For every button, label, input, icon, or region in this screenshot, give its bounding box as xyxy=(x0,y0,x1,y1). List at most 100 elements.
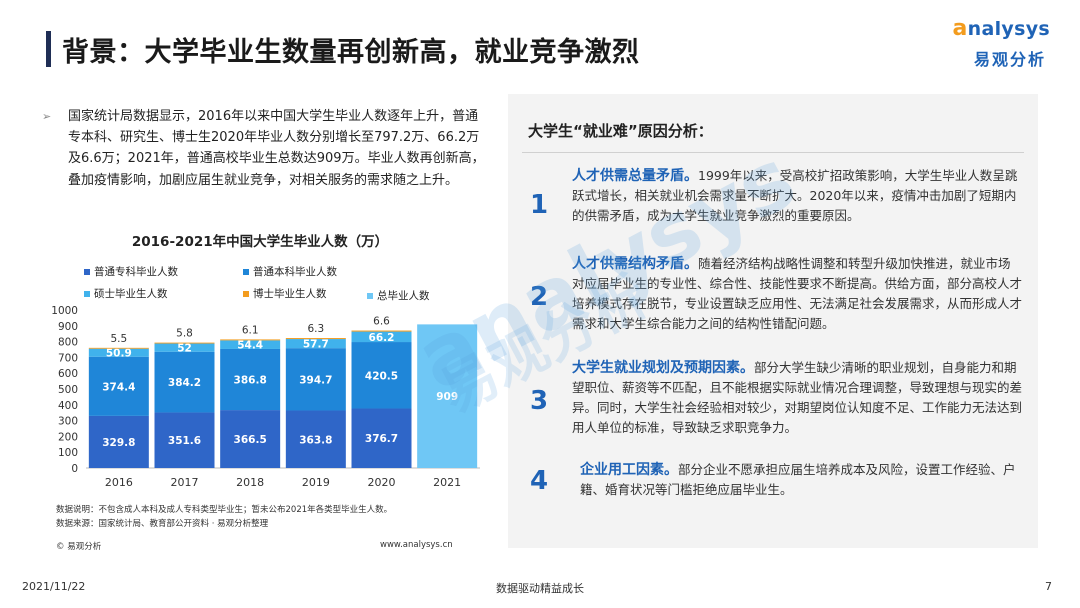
legend-item-master: 硕士毕业生人数 xyxy=(84,286,168,301)
bar-segment xyxy=(220,340,281,349)
legend-label: 普通专科毕业人数 xyxy=(94,266,178,278)
data-label: 54.4 xyxy=(237,340,263,352)
reason-heading: 企业用工因素。 xyxy=(580,462,678,478)
bar-segment xyxy=(88,347,149,349)
data-label: 329.8 xyxy=(102,437,135,449)
bar-segment xyxy=(351,408,412,468)
title-accent-bar xyxy=(46,31,51,67)
bar-segment xyxy=(154,351,215,413)
bar-segment xyxy=(154,343,215,352)
bar-segment xyxy=(154,342,215,344)
logo-wordmark: analysys xyxy=(952,16,1050,41)
reason-body: 部分大学生缺少清晰的职业规划，自身能力和期望职位、薪资等不匹配，且不能根据实际就… xyxy=(572,360,1023,435)
chart-legend: 普通专科毕业人数 普通本科毕业人数 硕士毕业生人数 博士毕业生人数 总毕业人数 xyxy=(80,264,480,304)
bar-segment xyxy=(285,339,346,349)
data-label: 374.4 xyxy=(102,381,135,393)
bar-segment xyxy=(417,324,478,468)
reason-text: 大学生就业规划及预期因素。部分大学生缺少清晰的职业规划，自身能力和期望职位、薪资… xyxy=(572,358,1022,438)
x-tick-label: 2019 xyxy=(302,476,330,489)
graduates-bar-chart: 0 100 200 300 400 500 600 700 800 900 1000 329.8 374… xyxy=(51,305,480,489)
legend-swatch xyxy=(84,290,90,297)
footer-date: 2021/11/22 xyxy=(22,580,86,593)
legend-swatch xyxy=(367,292,373,299)
y-tick-label: 100 xyxy=(58,447,78,459)
y-tick-label: 600 xyxy=(58,368,78,380)
y-tick-label: 1000 xyxy=(51,305,78,317)
bar-segment xyxy=(351,342,412,409)
data-label: 420.5 xyxy=(365,370,398,382)
x-tick-label: 2016 xyxy=(105,476,133,489)
data-label: 52 xyxy=(177,343,192,355)
reason-number: 1 xyxy=(530,190,549,220)
y-tick-label: 400 xyxy=(58,400,78,412)
bar-segment xyxy=(220,410,281,468)
data-label: 5.8 xyxy=(176,328,193,340)
reasons-panel: 大学生“就业难”原因分析： 1 人才供需总量矛盾。1999年以来，受高校扩招政策… xyxy=(508,94,1038,548)
bar-segment xyxy=(285,338,346,340)
page-title: 背景：大学毕业生数量再创新高，就业竞争激烈 xyxy=(62,37,640,68)
legend-swatch xyxy=(84,268,90,275)
bar-segment xyxy=(220,339,281,341)
legend-item-specialty: 普通专科毕业人数 xyxy=(84,264,178,279)
data-label: 5.5 xyxy=(110,333,127,345)
reason-text: 企业用工因素。部分企业不愿承担应届生培养成本及风险，设置工作经验、户籍、婚育状况… xyxy=(580,460,1020,500)
legend-label: 硕士毕业生人数 xyxy=(94,288,168,300)
legend-item-bachelor: 普通本科毕业人数 xyxy=(243,264,337,279)
data-label: 6.3 xyxy=(307,323,324,335)
reason-body: 部分企业不愿承担应届生培养成本及风险，设置工作经验、户籍、婚育状况等门槛拒绝应届… xyxy=(580,462,1016,497)
x-tick-label: 2020 xyxy=(368,476,396,489)
bar-segment xyxy=(351,330,412,332)
legend-label: 博士毕业生人数 xyxy=(253,288,327,300)
bar-segment xyxy=(88,415,149,468)
y-tick-label: 500 xyxy=(58,384,78,396)
data-label: 376.7 xyxy=(365,433,398,445)
intro-text: 国家统计局数据显示，2016年以来中国大学生毕业人数逐年上升，普通专本科、研究生… xyxy=(68,109,485,188)
legend-label: 普通本科毕业人数 xyxy=(253,266,337,278)
reasons-divider xyxy=(522,152,1024,153)
y-tick-label: 300 xyxy=(58,416,78,428)
reason-number: 3 xyxy=(530,386,549,416)
data-label: 384.2 xyxy=(168,377,201,389)
reason-number: 2 xyxy=(530,282,549,312)
data-source: 数据来源：国家统计局、教育部公开资料 · 易观分析整理 xyxy=(56,519,269,529)
y-tick-label: 800 xyxy=(58,337,78,349)
data-note: 数据说明：不包含成人本科及成人专科类型毕业生；暂未公布2021年各类型毕业生人数… xyxy=(56,505,393,515)
reason-heading: 人才供需总量矛盾。 xyxy=(572,168,698,184)
data-label: 66.2 xyxy=(369,332,395,344)
reason-heading: 大学生就业规划及预期因素。 xyxy=(572,360,754,376)
legend-item-total: 总毕业人数 xyxy=(367,288,430,303)
bar-segment xyxy=(154,412,215,468)
y-tick-label: 0 xyxy=(71,463,78,475)
y-tick-label: 700 xyxy=(58,352,78,364)
logo-wordmark-rest: nalysys xyxy=(967,18,1050,40)
data-label: 6.1 xyxy=(242,324,259,336)
x-tick-label: 2018 xyxy=(236,476,264,489)
bar-segment xyxy=(351,331,412,343)
data-label: 6.6 xyxy=(373,316,390,328)
data-label: 363.8 xyxy=(299,434,332,446)
reasons-title: 大学生“就业难”原因分析： xyxy=(528,122,713,140)
reason-text: 人才供需结构矛盾。随着经济结构战略性调整和转型升级加快推进，就业市场对应届毕业生… xyxy=(572,254,1022,334)
x-tick-label: 2021 xyxy=(433,476,461,489)
reason-text: 人才供需总量矛盾。1999年以来，受高校扩招政策影响，大学生毕业人数呈跳跃式增长… xyxy=(572,166,1022,226)
copyright-text: © 易观分析 xyxy=(56,542,102,552)
data-label: 909 xyxy=(436,391,458,403)
reason-body: 随着经济结构战略性调整和转型升级加快推进，就业市场对应届毕业生的专业性、综合性、… xyxy=(572,256,1023,331)
reason-body: 1999年以来，受高校扩招政策影响，大学生毕业人数呈跳跃式增长，相关就业机会需求… xyxy=(572,168,1018,223)
bar-segment xyxy=(220,348,281,411)
data-label: 50.9 xyxy=(106,348,132,360)
website-link[interactable]: www.analysys.cn xyxy=(380,540,453,550)
footer-slogan: 数据驱动精益成长 xyxy=(496,582,584,595)
data-label: 394.7 xyxy=(299,374,332,386)
bar-segment xyxy=(88,356,149,416)
legend-swatch xyxy=(243,268,249,275)
data-label: 366.5 xyxy=(234,434,267,446)
legend-swatch xyxy=(243,290,249,297)
reason-number: 4 xyxy=(530,466,549,496)
bar-segment xyxy=(285,410,346,468)
y-tick-label: 900 xyxy=(58,321,78,333)
intro-bullet: ➢ 国家统计局数据显示，2016年以来中国大学生毕业人数逐年上升，普通专本科、研… xyxy=(42,106,486,191)
y-tick-label: 200 xyxy=(58,431,78,443)
bar-segment xyxy=(285,348,346,411)
analysys-logo: analysys 易观分析 xyxy=(938,16,1050,72)
